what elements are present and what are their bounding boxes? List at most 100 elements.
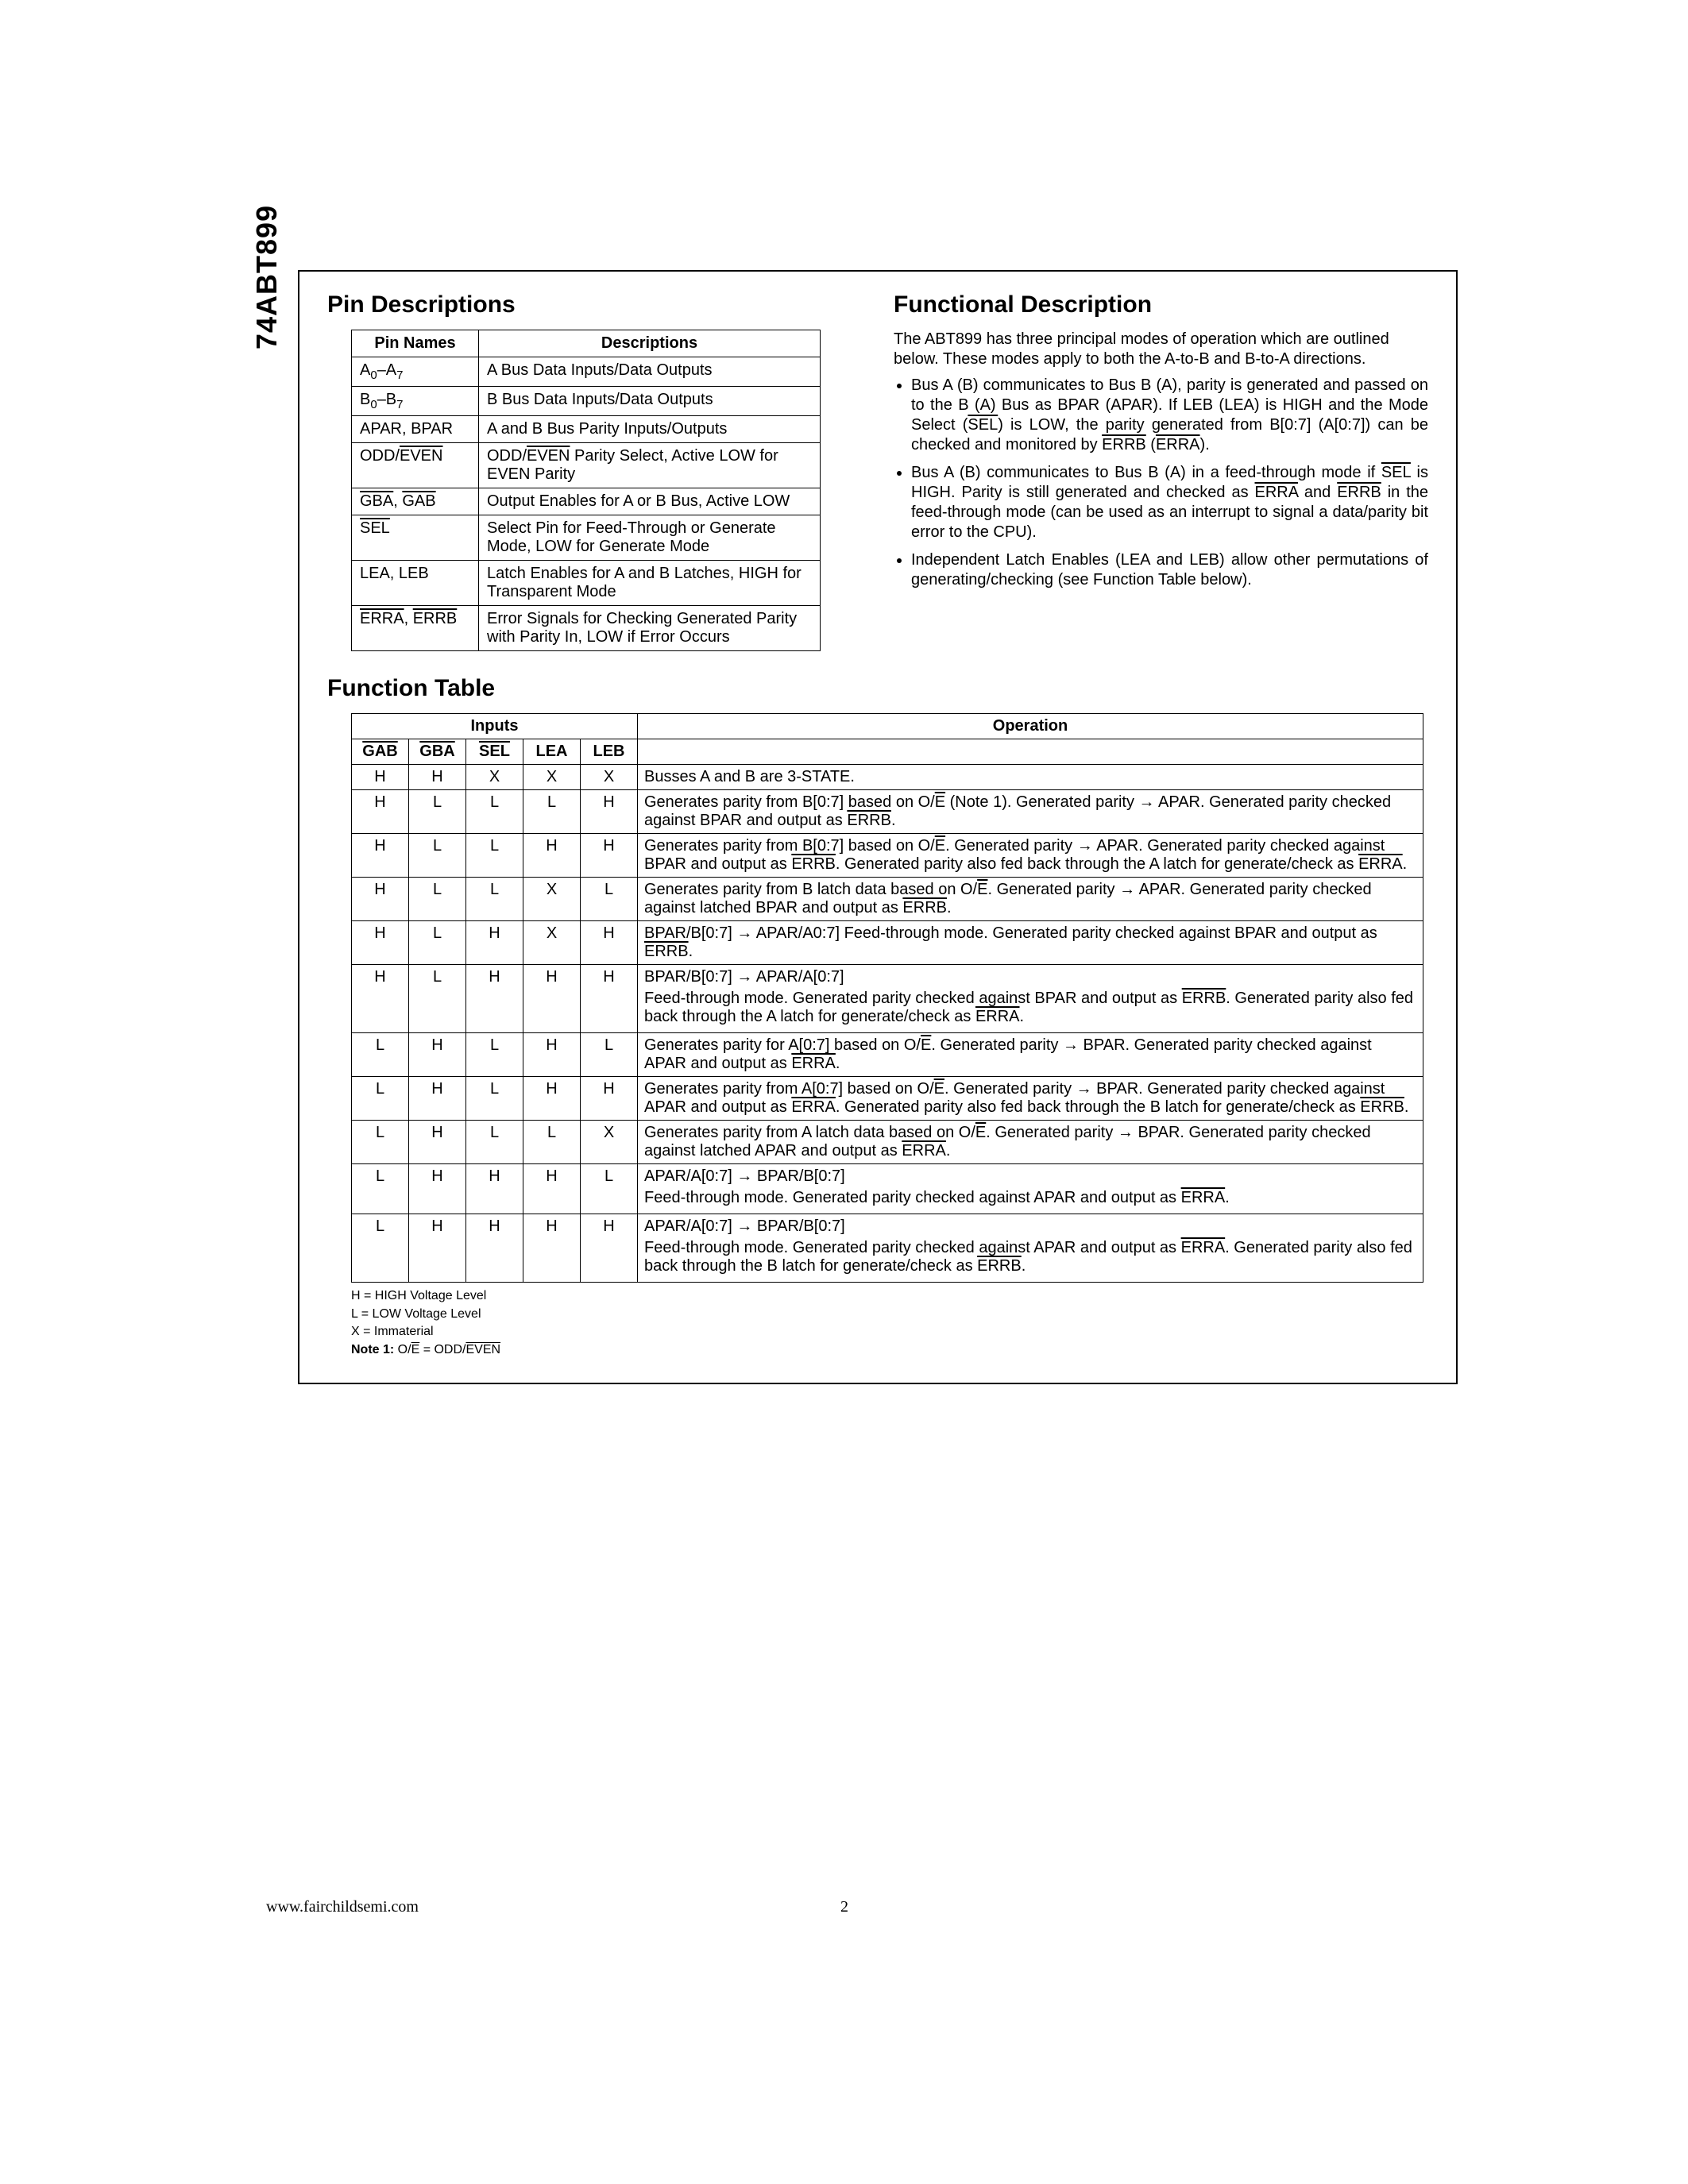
function-table-input-cell: L — [352, 1214, 409, 1283]
pin-name-cell: ERRA, ERRB — [352, 606, 479, 651]
footer-page-number: 2 — [840, 1898, 848, 1916]
function-table-operation-cell: Generates parity from A latch data based… — [638, 1121, 1423, 1164]
function-table-row: HLLLHGenerates parity from B[0:7] based … — [352, 790, 1423, 834]
function-table-input-cell: H — [581, 834, 638, 878]
functional-bullet: Independent Latch Enables (LEA and LEB) … — [911, 550, 1428, 590]
pin-table-header-names: Pin Names — [352, 330, 479, 357]
pin-descriptions-table: Pin Names Descriptions A0–A7A Bus Data I… — [351, 330, 821, 651]
main-content-frame: Pin Descriptions Pin Names Descriptions … — [298, 270, 1458, 1384]
left-column: Pin Descriptions Pin Names Descriptions … — [327, 291, 862, 651]
functional-description-intro: The ABT899 has three principal modes of … — [894, 330, 1428, 369]
function-table-input-cell: H — [581, 1214, 638, 1283]
function-table-input-cell: H — [352, 921, 409, 965]
function-table-input-cell: H — [409, 1214, 466, 1283]
function-table-inputs-header: Inputs — [352, 714, 638, 739]
function-table-input-cell: L — [523, 790, 581, 834]
function-table-input-cell: H — [581, 1077, 638, 1121]
pin-desc-cell: A and B Bus Parity Inputs/Outputs — [479, 416, 821, 443]
function-table-input-cell: H — [581, 965, 638, 1033]
two-column-layout: Pin Descriptions Pin Names Descriptions … — [327, 291, 1428, 651]
pin-name-cell: GBA, GAB — [352, 488, 479, 515]
pin-name-cell: SEL — [352, 515, 479, 561]
function-table-operation-cell: Generates parity from B latch data based… — [638, 878, 1423, 921]
pin-name-cell: A0–A7 — [352, 357, 479, 387]
function-table-input-cell: H — [523, 1033, 581, 1077]
note-h: H = HIGH Voltage Level — [351, 1287, 1428, 1305]
function-table-input-cell: L — [523, 1121, 581, 1164]
function-table-row: HLHXHBPAR/B[0:7] → APAR/A0:7] Feed-throu… — [352, 921, 1423, 965]
function-table-input-cell: H — [581, 921, 638, 965]
function-table-input-cell: L — [466, 790, 523, 834]
function-table-col-header: GBA — [409, 739, 466, 765]
pin-table-header-desc: Descriptions — [479, 330, 821, 357]
function-table-col-header: LEA — [523, 739, 581, 765]
function-table-operation-cell: Generates parity for A[0:7] based on O/E… — [638, 1033, 1423, 1077]
function-table-row: LHLHHGenerates parity from A[0:7] based … — [352, 1077, 1423, 1121]
functional-bullet: Bus A (B) communicates to Bus B (A), par… — [911, 376, 1428, 455]
function-table-row: HHXXXBusses A and B are 3-STATE. — [352, 765, 1423, 790]
function-table-input-cell: L — [466, 1121, 523, 1164]
note-x: X = Immaterial — [351, 1323, 1428, 1341]
function-table-input-cell: H — [352, 878, 409, 921]
pin-name-cell: APAR, BPAR — [352, 416, 479, 443]
function-table-input-cell: L — [409, 965, 466, 1033]
function-table-input-cell: H — [523, 965, 581, 1033]
function-table-input-cell: L — [466, 834, 523, 878]
function-table-input-cell: H — [523, 834, 581, 878]
function-table-input-cell: H — [352, 790, 409, 834]
function-table-operation-cell: Generates parity from B[0:7] based on O/… — [638, 834, 1423, 878]
functional-description-heading: Functional Description — [894, 291, 1428, 318]
functional-description-bullets: Bus A (B) communicates to Bus B (A), par… — [894, 376, 1428, 590]
function-table-input-cell: L — [581, 1033, 638, 1077]
pin-table-row: A0–A7A Bus Data Inputs/Data Outputs — [352, 357, 821, 387]
function-table-notes: H = HIGH Voltage Level L = LOW Voltage L… — [351, 1287, 1428, 1358]
function-table-input-cell: L — [352, 1077, 409, 1121]
pin-name-cell: ODD/EVEN — [352, 443, 479, 488]
function-table-input-cell: L — [409, 834, 466, 878]
function-table-input-cell: H — [409, 1121, 466, 1164]
function-table-input-cell: H — [523, 1164, 581, 1214]
pin-desc-cell: Output Enables for A or B Bus, Active LO… — [479, 488, 821, 515]
function-table-input-cell: L — [409, 921, 466, 965]
function-table-row: LHHHHAPAR/A[0:7] → BPAR/B[0:7]Feed-throu… — [352, 1214, 1423, 1283]
function-table-input-cell: H — [466, 965, 523, 1033]
function-table-col-header: GAB — [352, 739, 409, 765]
pin-desc-cell: Select Pin for Feed-Through or Generate … — [479, 515, 821, 561]
function-table-input-cell: H — [466, 1164, 523, 1214]
function-table-operation-cell: Generates parity from B[0:7] based on O/… — [638, 790, 1423, 834]
pin-descriptions-heading: Pin Descriptions — [327, 291, 862, 318]
function-table-heading: Function Table — [327, 675, 1428, 702]
pin-table-row: B0–B7B Bus Data Inputs/Data Outputs — [352, 387, 821, 416]
function-table-input-cell: H — [409, 1077, 466, 1121]
function-table-operation-cell: Busses A and B are 3-STATE. — [638, 765, 1423, 790]
pin-desc-cell: ODD/EVEN Parity Select, Active LOW for E… — [479, 443, 821, 488]
function-table-input-cell: H — [409, 1164, 466, 1214]
function-table-input-cell: H — [466, 1214, 523, 1283]
function-table-input-cell: X — [581, 765, 638, 790]
function-table-operation-cell: Generates parity from A[0:7] based on O/… — [638, 1077, 1423, 1121]
right-column: Functional Description The ABT899 has th… — [894, 291, 1428, 651]
function-table-row: HLLXLGenerates parity from B latch data … — [352, 878, 1423, 921]
function-table-input-cell: H — [409, 765, 466, 790]
function-table-input-cell: L — [409, 790, 466, 834]
pin-desc-cell: B Bus Data Inputs/Data Outputs — [479, 387, 821, 416]
function-table-input-cell: L — [466, 1077, 523, 1121]
function-table-input-cell: L — [466, 1033, 523, 1077]
function-table-input-cell: X — [523, 765, 581, 790]
function-table-input-cell: L — [581, 878, 638, 921]
pin-desc-cell: A Bus Data Inputs/Data Outputs — [479, 357, 821, 387]
pin-desc-cell: Error Signals for Checking Generated Par… — [479, 606, 821, 651]
note-l: L = LOW Voltage Level — [351, 1306, 1428, 1323]
function-table-operation-cell: APAR/A[0:7] → BPAR/B[0:7]Feed-through mo… — [638, 1214, 1423, 1283]
function-table-input-cell: X — [466, 765, 523, 790]
function-table-operation-cell: BPAR/B[0:7] → APAR/A[0:7]Feed-through mo… — [638, 965, 1423, 1033]
function-table-row: LHLHLGenerates parity for A[0:7] based o… — [352, 1033, 1423, 1077]
pin-table-row: SELSelect Pin for Feed-Through or Genera… — [352, 515, 821, 561]
function-table-input-cell: H — [409, 1033, 466, 1077]
function-table-input-cell: H — [466, 921, 523, 965]
pin-desc-cell: Latch Enables for A and B Latches, HIGH … — [479, 561, 821, 606]
pin-table-row: ODD/EVENODD/EVEN Parity Select, Active L… — [352, 443, 821, 488]
function-table-operation-cell: BPAR/B[0:7] → APAR/A0:7] Feed-through mo… — [638, 921, 1423, 965]
function-table-input-cell: L — [466, 878, 523, 921]
function-table-input-cell: H — [523, 1214, 581, 1283]
